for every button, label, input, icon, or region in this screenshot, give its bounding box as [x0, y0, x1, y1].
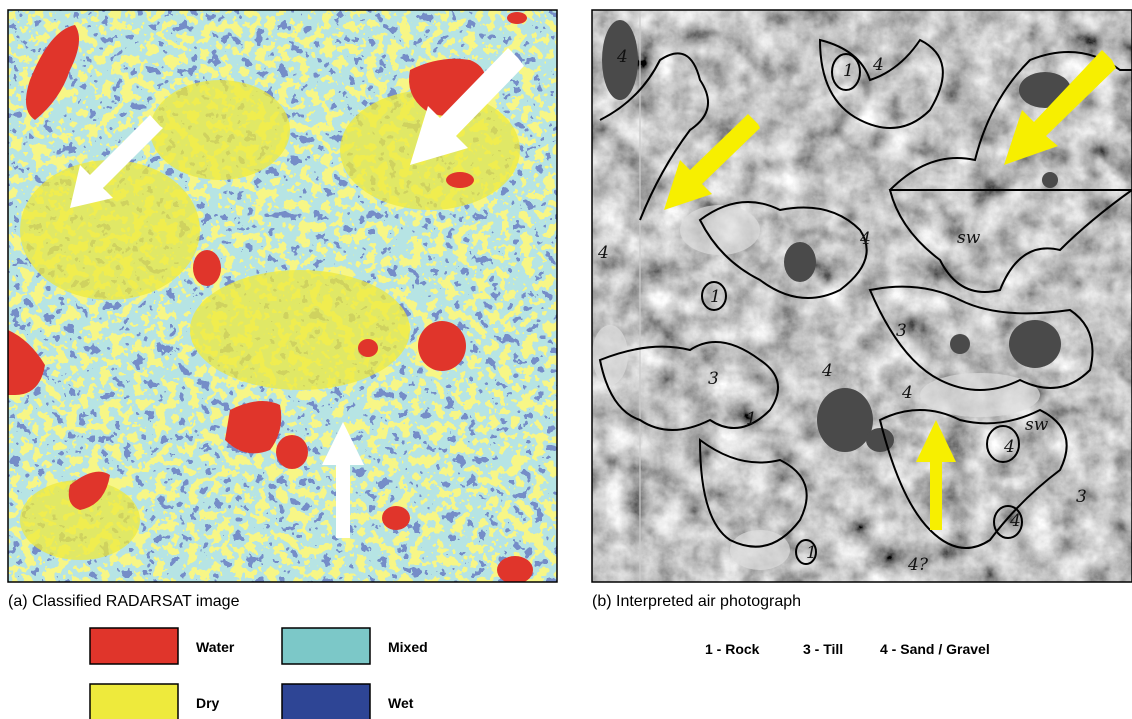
legend: Water Mixed Dry Wet [90, 628, 428, 719]
legend-label: Mixed [388, 639, 428, 655]
legend: 1 - Rock 3 - Till 4 - Sand / Gravel [705, 641, 990, 657]
annotation: 1 [806, 543, 817, 563]
annotation: 1 [746, 409, 757, 429]
legend-swatch [90, 628, 178, 664]
figure: 414441344314434?1swsw (a) Classified RAD… [0, 0, 1132, 719]
annotation: 4 [1003, 437, 1015, 457]
annotation: 3 [1076, 487, 1087, 507]
legend-label: Wet [388, 695, 414, 711]
annotation: 1 [843, 61, 854, 81]
annotation: 4 [1009, 511, 1021, 531]
legend-label: 1 - Rock [705, 641, 760, 657]
annotation: sw [957, 228, 981, 248]
annotation: 4 [872, 55, 884, 75]
annotation: sw [1025, 415, 1049, 435]
caption: (b) Interpreted air photograph [592, 593, 801, 610]
annotation: 4? [907, 555, 929, 575]
annotation: 3 [896, 321, 907, 341]
legend-swatch [90, 684, 178, 719]
annotation: 1 [710, 287, 721, 307]
annotation: 4 [821, 361, 833, 381]
annotation: 4 [616, 47, 628, 67]
annotation: 3 [708, 369, 719, 389]
annotation: 4 [901, 383, 913, 403]
legend-label: 4 - Sand / Gravel [880, 641, 990, 657]
legend-swatch [282, 628, 370, 664]
caption: (a) Classified RADARSAT image [8, 593, 240, 610]
annotation: 4 [859, 229, 871, 249]
legend-label: Water [196, 639, 235, 655]
legend-swatch [282, 684, 370, 719]
page: 414441344314434?1swsw (a) Classified RAD… [0, 0, 1132, 719]
legend-label: Dry [196, 695, 220, 711]
annotation: 4 [597, 243, 609, 263]
legend-label: 3 - Till [803, 641, 843, 657]
classified-image [8, 10, 557, 584]
